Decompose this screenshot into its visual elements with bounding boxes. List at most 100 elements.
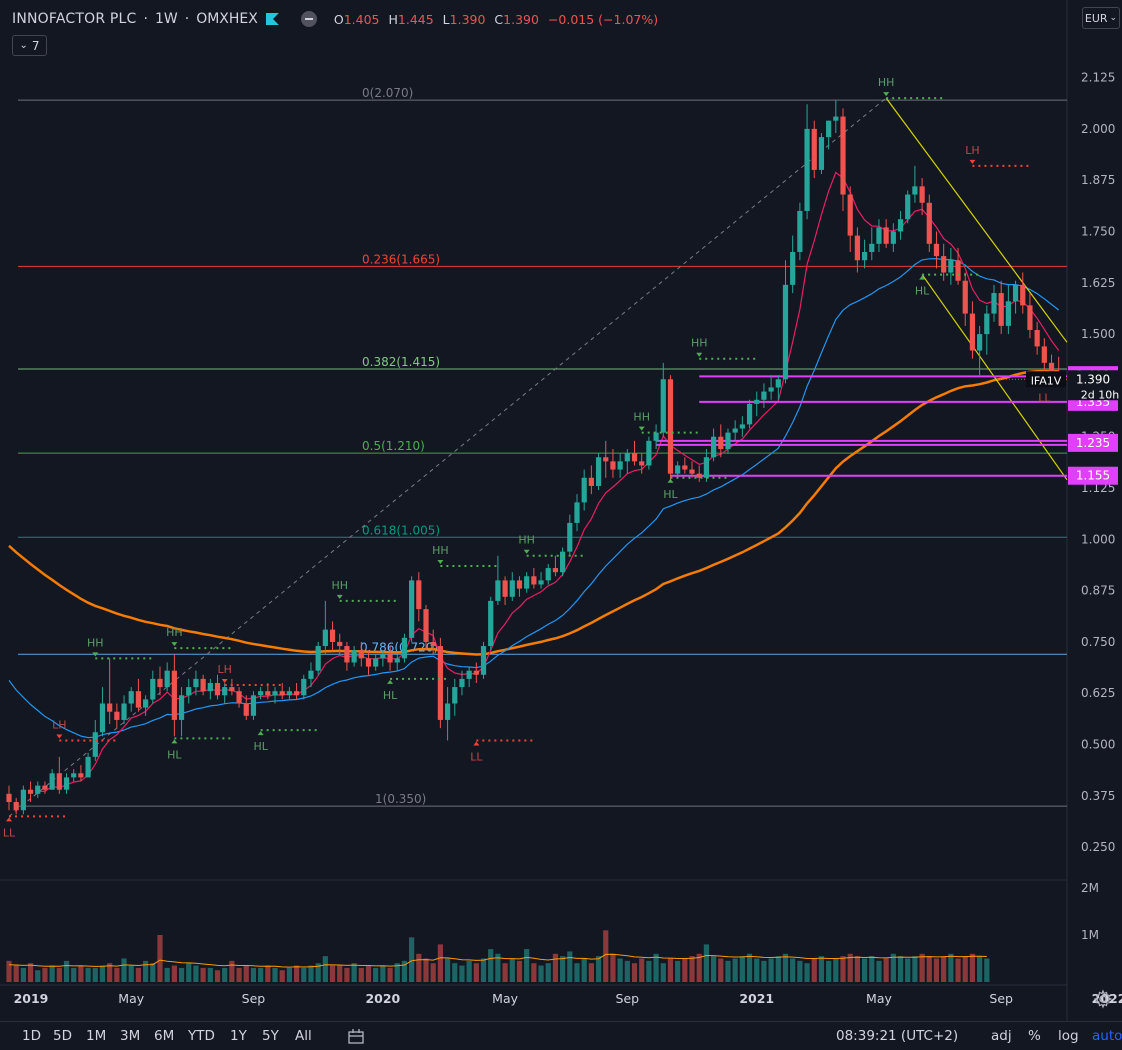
candle [193,670,199,696]
toggle-percent[interactable]: % [1028,1028,1041,1044]
candle [128,687,134,712]
collapse-icon[interactable] [300,11,317,27]
swing-marker [969,159,976,164]
volume-bar [631,963,638,982]
volume-bar [754,958,760,982]
candle [164,662,170,692]
candle [955,247,961,285]
candle [121,695,127,725]
candle [538,572,544,589]
range-button-1y[interactable]: 1Y [230,1028,247,1044]
compare-icon[interactable] [345,1028,367,1050]
countdown-text: 2d 10h [1081,388,1119,401]
volume-bar [128,965,134,982]
range-button-5y[interactable]: 5Y [262,1028,279,1044]
volume-bar [258,967,264,982]
range-button-3m[interactable]: 3M [120,1028,141,1044]
candle [222,682,228,704]
range-button-5d[interactable]: 5D [53,1028,72,1044]
range-button-1d[interactable]: 1D [22,1028,41,1044]
volume-bar [595,956,602,982]
volume-bar [516,960,523,982]
toggle-log[interactable]: log [1058,1028,1079,1044]
swing-marker [919,275,926,280]
range-button-6m[interactable]: 6M [154,1028,175,1044]
candle [258,687,264,700]
volume-bar [675,960,681,982]
swing-label: HH [432,544,449,557]
swing-marker [523,549,530,554]
volume-bar [143,960,149,982]
candle [135,678,142,712]
candle [782,260,789,384]
swing-marker [387,679,394,684]
fib-trend-line [8,97,887,817]
volume-bar [969,953,976,982]
candle [236,687,242,708]
candle [725,428,731,454]
candle [20,785,26,815]
candle [876,219,882,253]
candle [49,769,55,790]
candle [107,658,113,725]
volume-bar [977,956,983,982]
volume-bar [524,949,530,982]
volume-bar [56,967,62,982]
flag-icon[interactable] [265,13,279,25]
gear-icon[interactable] [1093,989,1113,1009]
swing-label: HL [383,689,398,702]
candle [567,514,573,556]
candle [466,666,472,688]
volume-bar [861,958,868,982]
volume-bar [574,963,580,982]
volume-bar [272,967,278,982]
price-axis-label: 0.250 [1081,840,1115,854]
volume-bar [660,963,666,982]
candle [1041,338,1047,372]
range-button-1m[interactable]: 1M [86,1028,107,1044]
interval-label[interactable]: 1W [155,11,178,27]
volume-bar [78,965,84,982]
volume-bar [200,967,206,982]
candle [157,666,163,696]
time-axis-label: Sep [989,991,1013,1006]
candle [207,678,213,700]
swing-marker [696,352,703,357]
price-axis-label: 1.500 [1081,327,1115,341]
candle [186,678,192,704]
toggle-adj[interactable]: adj [991,1028,1012,1044]
candle [85,752,91,778]
volume-bar [279,970,285,982]
volume-bar [826,960,832,982]
candle [250,691,257,720]
symbol-tag-text: IFA1V [1031,374,1062,387]
toggle-auto[interactable]: auto [1092,1028,1122,1044]
volume-bar [164,967,170,982]
volume-bar [761,960,767,982]
range-button-ytd[interactable]: YTD [188,1028,215,1044]
range-button-all[interactable]: All [295,1028,312,1044]
symbol-name[interactable]: INNOFACTOR PLC [12,11,137,27]
swing-label: HL [663,488,678,501]
candle [552,555,559,577]
volume-bar [214,970,221,982]
candle [675,461,681,478]
currency-select[interactable]: EUR ⌄ [1082,7,1120,29]
swing-marker [171,739,178,744]
candle [718,424,724,458]
volume-bar [466,960,472,982]
candle [272,687,278,704]
indicators-toggle[interactable]: ⌄ 7 [12,35,47,56]
volume-bar [495,953,501,982]
clock-time[interactable]: 08:39:21 (UTC+2) [836,1028,959,1044]
candle [581,469,587,511]
candle [610,449,616,478]
volume-bar [617,958,623,982]
candle [696,465,702,482]
volume-bar [509,958,515,982]
chart-header: INNOFACTOR PLC · 1W · OMXHEX O1.405 H1.4… [12,9,663,29]
volume-bar [725,960,731,982]
candle [833,100,839,133]
fib-level-label: 1(0.350) [375,792,426,806]
